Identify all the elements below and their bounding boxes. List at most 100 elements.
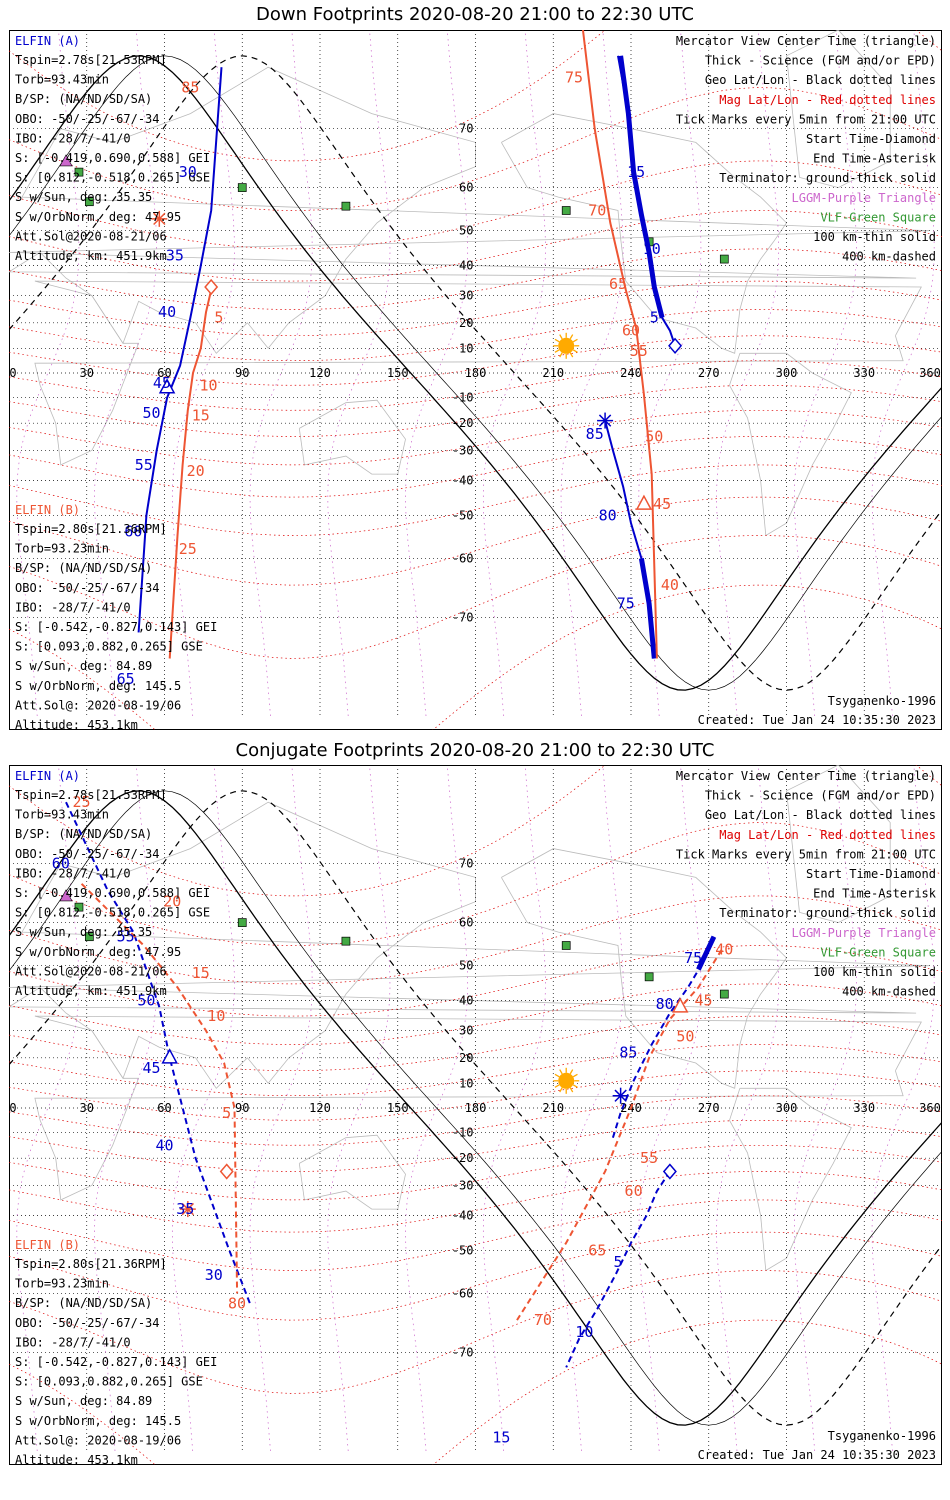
vlf-station-marker: [84, 197, 94, 207]
mag-parallel: [9, 335, 942, 386]
model-label: Tsyganenko-1996: [828, 694, 936, 708]
sun-ray: [559, 1069, 563, 1075]
y-tick-label: -40: [452, 473, 474, 487]
mag-meridian: [94, 30, 158, 717]
legend-entry: End Time-Asterisk: [813, 152, 937, 166]
mag-parallel: [9, 1144, 942, 1201]
track-tick-label: 20: [163, 893, 181, 911]
mag-parallel: [9, 535, 942, 659]
vlf-station-marker: [84, 932, 94, 942]
vlf-station-marker: [719, 254, 729, 264]
track-tick-label: 55: [640, 1149, 658, 1167]
info-line-elfin-b: OBO: -50/-25/-67/-34: [15, 1316, 160, 1330]
info-block-elfin-a: ELFIN (A) Tspin=2.78s[21.53RPM] Torb=93.43…: [15, 769, 210, 998]
info-line-elfin-a: Att.Sol@2020-08-21/06: [15, 964, 167, 978]
info-line-elfin-a: IBO: -28/7/-41/0: [15, 131, 131, 145]
mag-parallel: [9, 360, 942, 411]
info-line-elfin-b: S: [0.093,0.882,0.265] GSE: [15, 640, 203, 654]
x-tick-label: 270: [698, 1101, 720, 1115]
center-triangle-marker: [671, 997, 689, 1013]
created-label: Created: Tue Jan 24 10:35:30 2023: [698, 713, 936, 727]
sun-ray: [559, 1087, 563, 1093]
track-tick-label: 45: [153, 374, 171, 392]
info-line-elfin-b: Att.Sol@: 2020-08-19/06: [15, 1433, 181, 1447]
y-tick-label: -30: [452, 1178, 474, 1192]
track-tick-label: 15: [627, 163, 645, 181]
legend-entry: Mercator View Center Time (triangle): [676, 769, 936, 783]
track-tick-label: 65: [588, 1241, 606, 1259]
mag-parallel: [9, 309, 942, 362]
start-diamond-marker: [219, 1163, 234, 1180]
track-tick-label: 85: [181, 79, 199, 97]
y-tick-label: 20: [459, 1051, 473, 1065]
satellite-track: [80, 883, 239, 1294]
legend-entry: Start Time-Diamond: [806, 867, 936, 881]
track-tick-label: 5: [614, 1253, 623, 1271]
y-tick-label: -70: [452, 1345, 474, 1359]
track-tick-label: 60: [124, 522, 142, 540]
track-tick-label: 80: [656, 995, 674, 1013]
x-tick-label: 210: [542, 1101, 564, 1115]
y-tick-label: -20: [452, 416, 474, 430]
mag-meridian: [560, 765, 624, 1452]
mag-parallel: [9, 464, 942, 536]
track-tick-label: 10: [200, 376, 218, 394]
track-tick-label: 15: [492, 1429, 510, 1447]
vlf-station-marker: [561, 206, 571, 215]
legend-entry: Mag Lat/Lon - Red dotted lines: [719, 93, 936, 107]
mag-parallel: [9, 248, 942, 310]
y-tick-label: -50: [452, 508, 474, 522]
mag-parallel: [9, 1044, 942, 1097]
track-tick-label: 60: [52, 855, 70, 873]
panel-title-conjugate: Conjugate Footprints 2020-08-20 21:00 to…: [235, 740, 715, 761]
legend-entry: Geo Lat/Lon - Black dotted lines: [705, 73, 936, 87]
info-line-elfin-a: S: [0.812,-0.518,0.265] GSE: [15, 906, 210, 920]
track-tick-label: 10: [643, 240, 661, 258]
track-tick-label: 75: [565, 69, 583, 87]
end-asterisk-marker: [181, 1202, 195, 1216]
info-line-elfin-b: S w/Sun, deg: 84.89: [15, 1394, 152, 1408]
track-tick-label: 35: [176, 1200, 194, 1218]
track-tick-label: 40: [155, 1136, 173, 1154]
track-tick-label: 5: [222, 1104, 231, 1122]
x-tick-label: 0: [9, 1101, 16, 1115]
sun-ray: [554, 338, 560, 343]
track-tick-label: 45: [695, 992, 713, 1010]
track-tick-label: 75: [617, 595, 635, 613]
y-tick-label: 70: [459, 122, 473, 136]
center-triangle-marker: [161, 1048, 178, 1064]
x-tick-label: 330: [853, 366, 875, 380]
terminator-line: [9, 55, 942, 691]
info-block-elfin-b: ELFIN (B) Tspin=2.80s[21.36RPM] Torb=93.23…: [15, 1238, 217, 1465]
legend-entry: Mercator View Center Time (triangle): [676, 34, 936, 48]
start-diamond-marker: [662, 1163, 677, 1180]
sun-ray: [554, 349, 560, 353]
mag-meridian: [793, 765, 857, 1452]
science-segment: [638, 557, 657, 659]
mag-meridian: [482, 765, 546, 1452]
info-line-elfin-b: S w/OrbNorm, deg: 145.5: [15, 1414, 181, 1428]
panel-title-down: Down Footprints 2020-08-20 21:00 to 22:3…: [256, 4, 694, 25]
track-tick-label: 40: [661, 576, 679, 594]
sun-ray: [559, 334, 563, 340]
track-tick-label: 60: [625, 1182, 643, 1200]
x-tick-label: 240: [620, 366, 642, 380]
down-footprints-map: 0 30 60 90 120 150 180 210 240 270 300 330 360 70 60 50…: [9, 30, 942, 730]
info-line-elfin-a: Tspin=2.78s[21.53RPM]: [15, 788, 167, 802]
y-tick-label: -50: [452, 1243, 474, 1257]
y-tick-label: 60: [459, 916, 473, 930]
x-tick-label: 300: [776, 1101, 798, 1115]
legend-entry: Terminator: ground-thick solid: [719, 906, 936, 920]
mag-parallel: [9, 280, 942, 337]
satellite-track: [137, 67, 223, 633]
legend-entry: 100 km-thin solid: [813, 965, 936, 979]
legend-entry: Thick - Science (FGM and/or EPD): [705, 789, 936, 803]
legend-entry: Thick - Science (FGM and/or EPD): [705, 54, 936, 68]
vlf-station-marker: [719, 989, 729, 999]
y-tick-label: 70: [459, 857, 473, 871]
info-line-elfin-b: S w/OrbNorm, deg: 145.5: [15, 679, 181, 693]
vlf-station-marker: [644, 972, 654, 982]
terminator-line: [9, 790, 942, 1426]
coastline: [729, 352, 852, 537]
info-header-elfin-a: ELFIN (A): [15, 769, 80, 783]
